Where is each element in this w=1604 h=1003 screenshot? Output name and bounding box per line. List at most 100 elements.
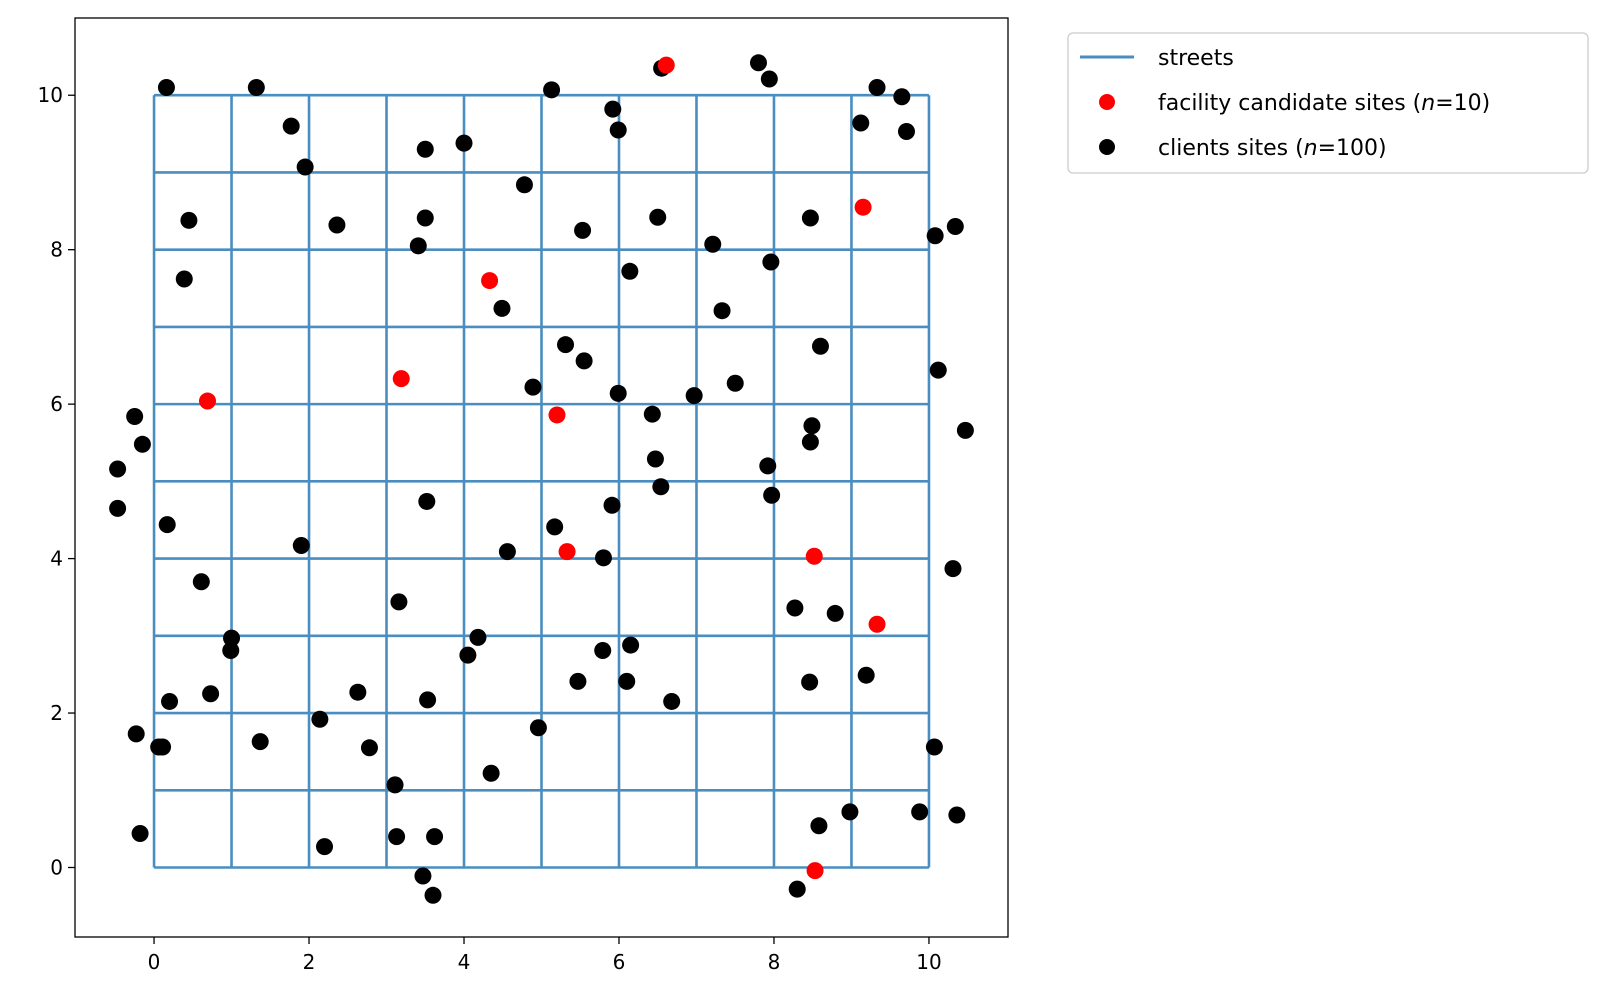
x-tick-label: 4 — [458, 950, 471, 974]
y-tick-label: 0 — [50, 855, 63, 879]
client-site-point — [763, 486, 781, 504]
client-site-point — [925, 738, 943, 756]
client-site-point — [161, 692, 179, 710]
client-site-point — [251, 733, 269, 751]
client-site-point — [810, 817, 828, 835]
facility-site-point — [806, 862, 824, 880]
client-site-point — [386, 776, 404, 794]
facility-site-point — [868, 615, 886, 633]
client-site-point — [594, 641, 612, 659]
client-site-point — [946, 218, 964, 236]
legend-streets-label: streets — [1158, 46, 1234, 71]
client-site-point — [893, 88, 911, 106]
client-site-point — [418, 492, 436, 510]
client-site-point — [180, 211, 198, 229]
client-site-point — [897, 123, 915, 141]
client-site-point — [524, 378, 542, 396]
client-site-point — [803, 417, 821, 435]
client-site-point — [482, 764, 500, 782]
client-site-point — [419, 691, 437, 709]
client-site-point — [929, 361, 947, 379]
client-site-point — [649, 208, 667, 226]
client-site-point — [316, 838, 334, 856]
client-site-point — [643, 405, 661, 423]
client-site-point — [154, 738, 172, 756]
facility-site-point — [854, 198, 872, 216]
client-site-point — [646, 450, 664, 468]
client-site-point — [652, 478, 670, 496]
x-tick-label: 0 — [148, 950, 161, 974]
client-site-point — [388, 828, 406, 846]
client-site-point — [857, 666, 875, 684]
client-site-point — [175, 270, 193, 288]
axes-frame — [74, 17, 1009, 938]
client-site-point — [546, 518, 564, 536]
client-site-point — [416, 209, 434, 227]
client-site-point — [529, 719, 547, 737]
legend: streets facility candidate sites (n=10) … — [1067, 32, 1589, 174]
client-site-point — [109, 499, 127, 517]
client-site-point — [133, 435, 151, 453]
client-site-point — [685, 387, 703, 405]
client-site-point — [713, 302, 731, 320]
client-site-point — [574, 221, 592, 239]
client-site-point — [841, 803, 859, 821]
client-site-point — [557, 336, 575, 354]
legend-facility-label: facility candidate sites (n=10) — [1158, 91, 1490, 116]
client-site-point — [459, 646, 477, 664]
client-site-point — [749, 54, 767, 72]
legend-clients-marker — [1099, 139, 1115, 155]
client-site-point — [760, 70, 778, 88]
client-site-point — [948, 806, 966, 824]
client-site-point — [569, 672, 587, 690]
client-site-point — [726, 374, 744, 392]
client-site-point — [801, 673, 819, 691]
client-site-point — [109, 460, 127, 478]
client-site-point — [223, 629, 241, 647]
client-site-point — [944, 560, 962, 578]
client-site-point — [202, 685, 220, 703]
client-site-point — [868, 79, 886, 97]
client-site-point — [663, 692, 681, 710]
client-site-point — [296, 158, 314, 176]
client-site-point — [826, 604, 844, 622]
client-site-point — [609, 121, 627, 139]
facility-site-point — [805, 547, 823, 565]
client-site-point — [292, 536, 310, 554]
client-site-point — [455, 134, 473, 152]
client-site-point — [704, 235, 722, 253]
y-tick-label: 2 — [50, 701, 63, 725]
client-site-point — [424, 886, 442, 904]
client-site-point — [801, 209, 819, 227]
facility-site-point — [392, 370, 410, 388]
client-site-point — [603, 496, 621, 514]
client-site-point — [192, 573, 210, 591]
facility-site-point — [481, 272, 499, 290]
client-site-point — [282, 117, 300, 135]
x-axis-ticks: 0 2 4 6 8 10 — [148, 937, 942, 974]
y-tick-label: 10 — [38, 83, 63, 107]
client-site-point — [543, 81, 561, 99]
client-site-point — [604, 100, 622, 118]
client-site-point — [426, 828, 444, 846]
facility-site-point — [657, 56, 675, 74]
client-site-point — [575, 352, 593, 370]
client-site-point — [222, 641, 240, 659]
client-site-point — [416, 140, 434, 158]
client-points — [109, 54, 974, 904]
client-site-point — [956, 421, 974, 439]
x-tick-label: 8 — [768, 950, 781, 974]
legend-box — [1067, 32, 1589, 174]
facility-points — [199, 56, 886, 880]
client-site-point — [469, 628, 487, 646]
client-site-point — [414, 867, 432, 885]
y-tick-label: 8 — [50, 238, 63, 262]
client-site-point — [618, 672, 636, 690]
client-site-point — [360, 739, 378, 757]
client-site-point — [609, 384, 627, 402]
client-site-point — [328, 216, 346, 234]
facility-site-point — [548, 406, 566, 424]
client-site-point — [801, 433, 819, 451]
client-site-point — [498, 543, 516, 561]
legend-facility-marker — [1099, 94, 1115, 110]
